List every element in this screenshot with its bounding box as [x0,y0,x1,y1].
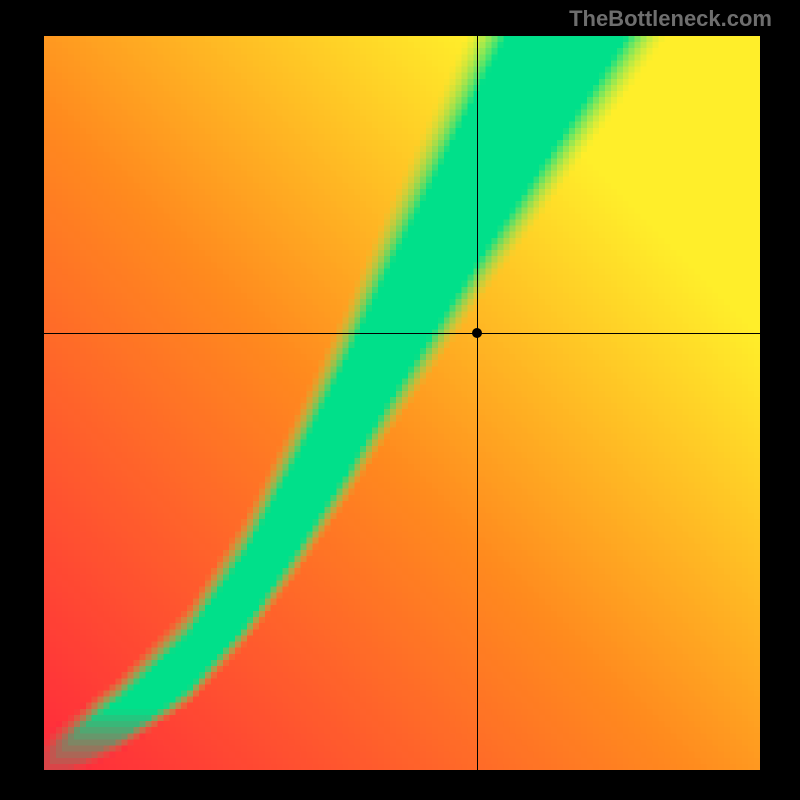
figure-root: TheBottleneck.com [0,0,800,800]
crosshair-horizontal [44,333,760,334]
crosshair-vertical [477,36,478,770]
crosshair-point [472,328,482,338]
heatmap-canvas [44,36,760,770]
watermark-text: TheBottleneck.com [569,6,772,32]
plot-area [44,36,760,770]
